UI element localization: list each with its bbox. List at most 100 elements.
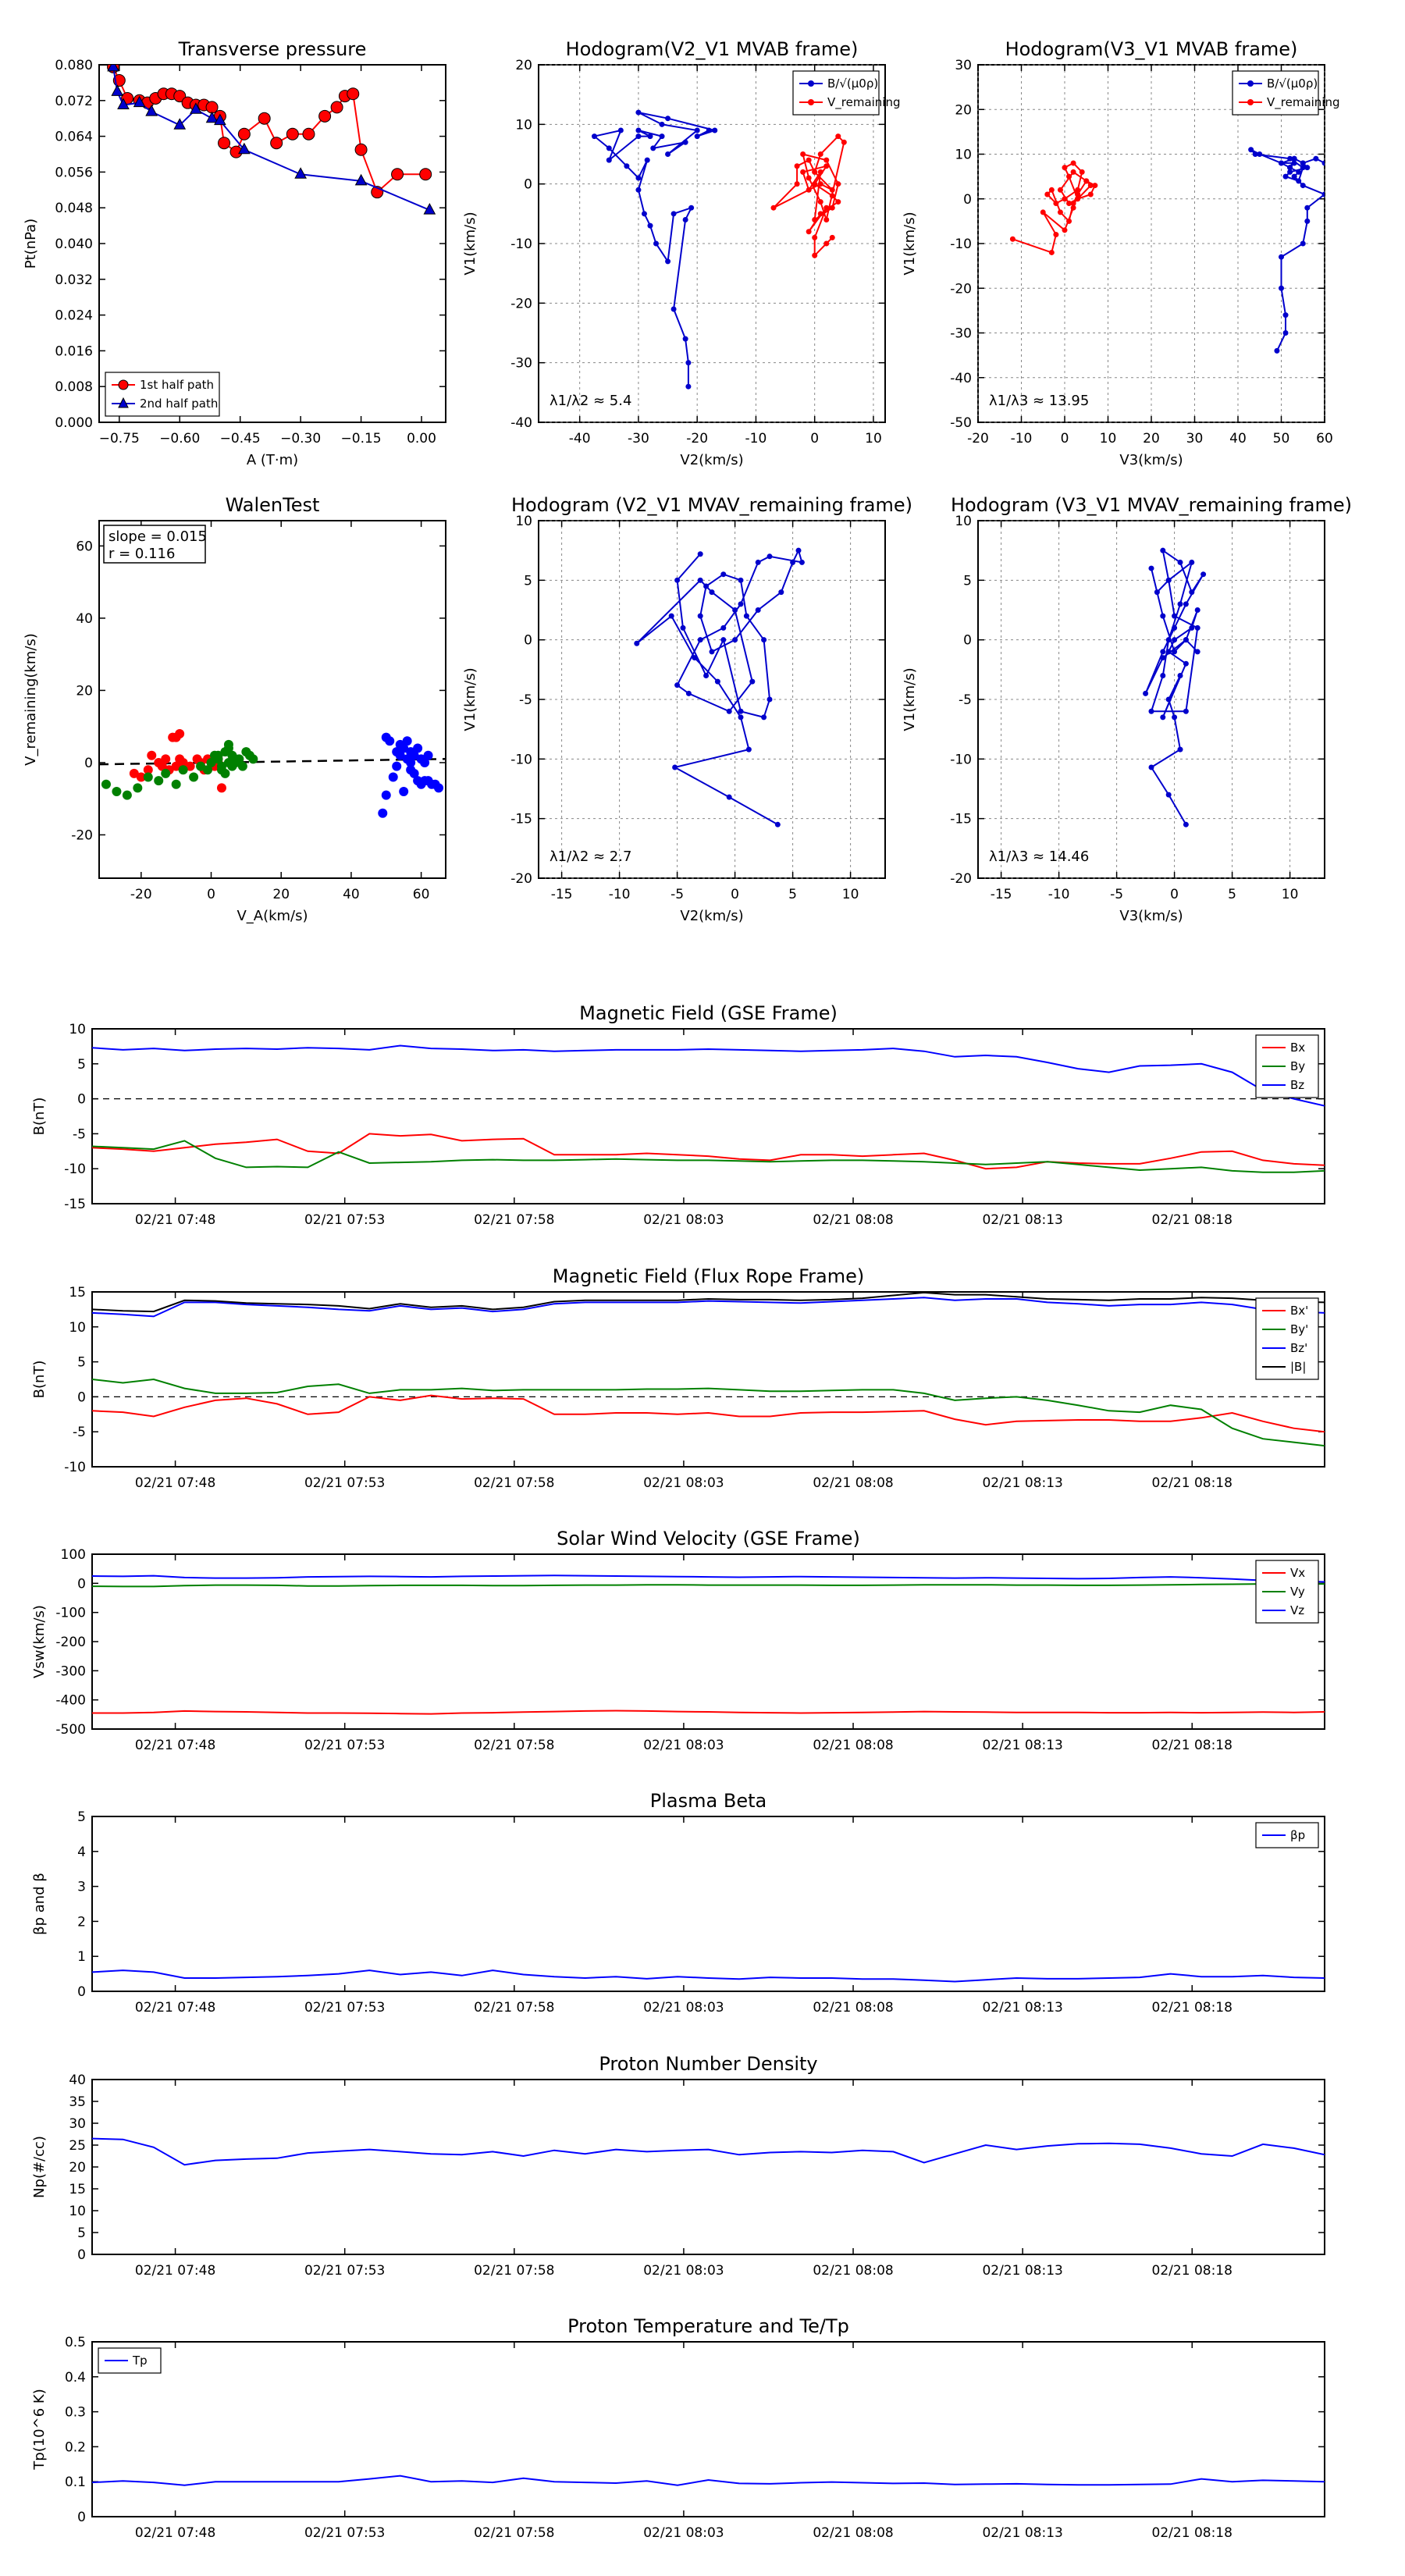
legend: B/√(μ0ρ) V_remaining xyxy=(1232,70,1340,116)
data-point xyxy=(1321,191,1325,197)
x-tick-label: 02/21 07:48 xyxy=(135,1738,215,1753)
y-axis-label: V1(km/s) xyxy=(902,667,918,731)
data-point xyxy=(206,757,216,767)
x-tick-label: 02/21 07:53 xyxy=(304,2525,385,2541)
y-tick-label: -50 xyxy=(950,415,972,431)
data-point xyxy=(1282,312,1289,318)
data-point xyxy=(399,743,409,753)
data-point xyxy=(1189,589,1195,596)
legend-frame xyxy=(1232,70,1319,116)
data-point xyxy=(1194,649,1200,655)
data-point xyxy=(402,736,412,746)
data-point xyxy=(1075,196,1081,202)
data-point xyxy=(726,794,732,800)
data-point xyxy=(175,754,185,764)
data-point xyxy=(812,252,818,258)
data-point xyxy=(1304,205,1311,211)
data-point xyxy=(709,589,715,596)
series-vy xyxy=(92,1583,1325,1588)
y-tick-label: 60 xyxy=(76,539,93,554)
series-2nd-half-path xyxy=(107,65,436,215)
chart-magnetic-field-flux-rope: Magnetic Field (Flux Rope Frame) -10 -5 0 5 1… xyxy=(31,1265,1325,1491)
y-tick-label: 4 xyxy=(77,1845,86,1860)
y-tick-label: 5 xyxy=(77,1355,86,1371)
y-tick-label: 30 xyxy=(955,58,972,73)
data-point xyxy=(726,708,732,714)
data-point xyxy=(1300,183,1306,189)
data-point xyxy=(1248,147,1254,153)
data-point xyxy=(767,696,773,703)
data-point xyxy=(388,772,398,782)
y-axis-label: βp and β xyxy=(31,1873,48,1935)
legend-frame xyxy=(792,70,880,116)
stats-line: slope = 0.015 xyxy=(108,528,207,545)
data-point xyxy=(606,145,612,151)
x-tick-label: 02/21 07:53 xyxy=(304,2263,385,2279)
data-point xyxy=(171,761,181,771)
y-tick-label: 0 xyxy=(963,192,972,208)
series-line xyxy=(92,1292,1325,1313)
data-point xyxy=(817,169,823,175)
y-tick-label: 0.016 xyxy=(55,343,93,359)
x-tick-label: 20 xyxy=(272,887,290,902)
data-point xyxy=(823,216,830,222)
data-point xyxy=(841,139,847,145)
data-point xyxy=(634,640,640,646)
series-line xyxy=(92,1133,1325,1170)
data-point xyxy=(806,229,812,235)
chart-hodogram-v3-v1-mvav: Hodogram (V3_V1 MVAV_remaining frame) -20… xyxy=(902,494,1352,924)
data-point xyxy=(1282,173,1289,180)
plot-frame xyxy=(977,64,1325,423)
data-point xyxy=(800,169,806,175)
data-point xyxy=(294,167,307,179)
y-tick-label: -30 xyxy=(510,356,532,372)
data-point xyxy=(434,783,444,793)
data-point xyxy=(1160,547,1166,553)
eigenvalue-ratio-label: λ1/λ3 ≈ 13.95 xyxy=(989,393,1089,409)
data-point xyxy=(794,181,800,187)
x-tick-label: −0.45 xyxy=(220,431,261,447)
data-point xyxy=(706,127,712,133)
data-point xyxy=(392,761,402,771)
x-tick-label: 02/21 07:58 xyxy=(474,1738,554,1753)
data-point xyxy=(161,768,171,778)
data-point xyxy=(835,181,841,187)
y-tick-label: 0 xyxy=(77,1984,86,2000)
x-tick-label: 20 xyxy=(1143,431,1160,447)
data-point xyxy=(173,90,187,103)
data-point xyxy=(635,109,642,116)
data-point xyxy=(161,754,171,764)
plot-area xyxy=(634,547,805,827)
data-point xyxy=(1257,151,1263,157)
data-point xyxy=(641,211,647,217)
chart-title: Hodogram(V2_V1 MVAB frame) xyxy=(566,38,859,60)
plot-frame xyxy=(98,520,446,879)
legend-label: 2nd half path xyxy=(140,397,218,411)
x-tick-label: 0 xyxy=(1170,887,1179,902)
data-point xyxy=(674,682,681,688)
data-point xyxy=(799,559,805,565)
chart-title: Magnetic Field (GSE Frame) xyxy=(579,1002,838,1024)
x-tick-label: 02/21 08:08 xyxy=(813,1475,893,1491)
plot-frame xyxy=(91,1291,1325,1468)
data-point xyxy=(213,750,223,760)
y-axis-label: V1(km/s) xyxy=(902,212,918,275)
y-tick-label: 5 xyxy=(77,2226,86,2241)
data-point xyxy=(697,613,703,619)
data-point xyxy=(185,761,195,771)
data-point xyxy=(1172,637,1178,643)
x-axis-label: V3(km/s) xyxy=(1119,908,1183,924)
data-point xyxy=(1183,708,1189,714)
data-point xyxy=(635,133,642,140)
x-tick-label: 02/21 08:18 xyxy=(1152,2525,1232,2541)
data-point xyxy=(829,187,835,193)
series-line xyxy=(1250,148,1325,351)
data-point xyxy=(1048,249,1055,255)
series-bx xyxy=(92,1133,1325,1170)
data-point xyxy=(806,157,812,163)
y-tick-label: -15 xyxy=(950,812,972,827)
x-tick-label: 02/21 07:58 xyxy=(474,1212,554,1228)
series-bx- xyxy=(92,1394,1325,1433)
data-point xyxy=(145,105,158,116)
data-point xyxy=(1165,649,1172,655)
